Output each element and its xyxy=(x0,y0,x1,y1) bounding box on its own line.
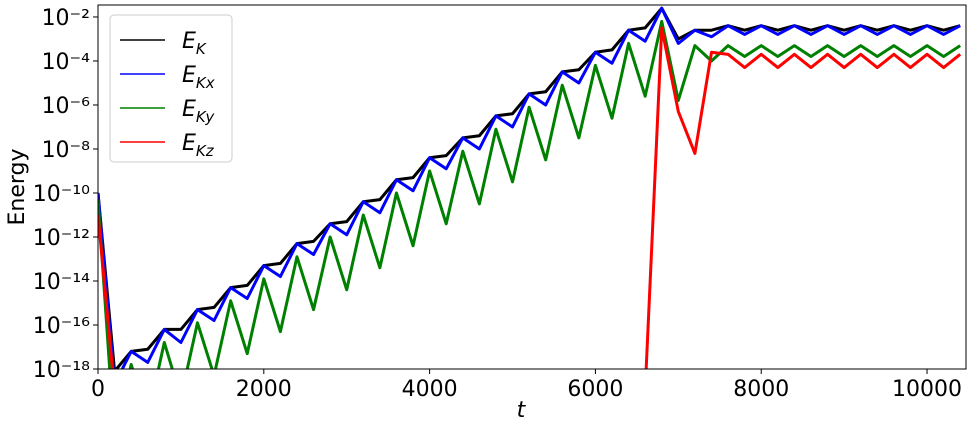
x-tick-label: 10000 xyxy=(892,377,962,402)
y-tick-label: 10⁻⁴ xyxy=(42,50,91,75)
legend-box xyxy=(109,14,233,163)
legend-label: EK xyxy=(182,29,207,58)
legend-label: EKx xyxy=(182,63,215,92)
plot-frame xyxy=(97,4,967,370)
y-tick-label: 10⁻¹⁴ xyxy=(33,270,90,295)
x-tick-label: 4000 xyxy=(402,377,458,402)
x-tick-label: 2000 xyxy=(236,377,292,402)
legend: EK EKx EKy EKz xyxy=(109,14,233,163)
x-axis-label: t xyxy=(517,398,527,423)
legend-label: EKz xyxy=(182,131,215,160)
y-tick-label: 10⁻⁶ xyxy=(42,94,91,119)
y-tick-label: 10⁻² xyxy=(42,6,90,31)
series-line xyxy=(98,19,962,369)
series-line xyxy=(98,6,961,369)
x-tick-label: 8000 xyxy=(733,377,789,402)
y-tick-label: 10⁻¹⁶ xyxy=(33,314,90,339)
plot-area xyxy=(98,6,962,369)
y-tick-label: 10⁻¹² xyxy=(33,226,90,251)
legend-label: EKy xyxy=(182,97,215,126)
x-tick-label: 0 xyxy=(91,377,105,402)
x-tick-label: 6000 xyxy=(567,377,623,402)
y-tick-label: 10⁻⁸ xyxy=(42,138,91,163)
y-axis-label: Energy xyxy=(5,148,30,225)
y-tick-label: 10⁻¹⁰ xyxy=(33,182,90,207)
y-tick-label: 10⁻¹⁸ xyxy=(33,358,90,383)
series-line xyxy=(98,26,962,369)
